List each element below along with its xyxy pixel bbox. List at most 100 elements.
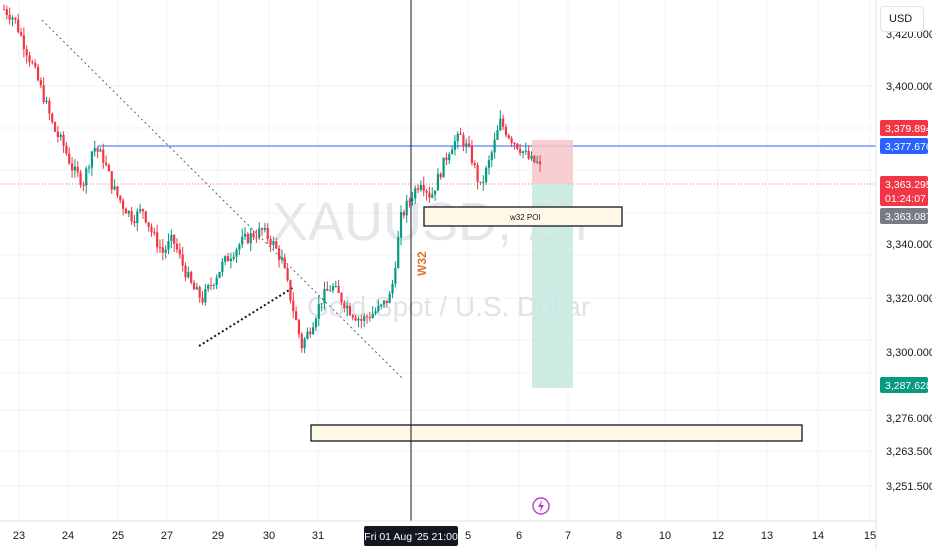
candle-body <box>187 272 190 278</box>
candle-body <box>399 212 403 238</box>
candle-body <box>533 155 536 163</box>
candle-body <box>510 138 513 143</box>
candle-body <box>258 228 261 238</box>
candle-body <box>167 241 170 250</box>
candle-body <box>198 287 201 298</box>
candle-body <box>243 233 247 237</box>
price-tick-label: 3,300.000 <box>886 347 932 359</box>
candle-body <box>334 285 337 287</box>
candle-body <box>119 195 122 201</box>
candle-body <box>107 164 111 172</box>
candle-body <box>144 211 147 223</box>
candle-body <box>104 162 108 165</box>
candle-body <box>507 135 510 139</box>
time-axis[interactable]: 23 24 25 27 29 30 31 5 6 7 8 10 12 13 14 15 Fri 01 Aug '… <box>13 526 876 546</box>
candle-body <box>215 277 218 285</box>
price-axis[interactable]: 3,400.000 3,340.000 3,320.000 3,300.000 3,27… <box>886 29 932 493</box>
price-tag-label: 3,377.676 <box>885 141 932 153</box>
candle-body <box>51 113 54 123</box>
candle-body <box>59 134 62 138</box>
candle-body <box>260 228 264 230</box>
candle-body <box>521 151 525 153</box>
candle-body <box>323 289 326 304</box>
candle-body <box>448 154 451 161</box>
crosshair-time-box <box>364 526 458 546</box>
time-tick-label: 25 <box>112 530 124 542</box>
candle-body <box>11 17 14 20</box>
candle-body <box>73 166 76 171</box>
candle-body <box>405 200 408 216</box>
price-tag-label: 3,363.087 <box>885 211 932 223</box>
candle-body <box>354 317 357 321</box>
grid <box>0 0 876 521</box>
candle-body <box>141 209 145 212</box>
candle-body <box>79 172 82 185</box>
candle-body <box>320 303 323 305</box>
candle-body <box>229 258 232 262</box>
alert-icon[interactable] <box>532 497 550 515</box>
candle-body <box>476 164 479 182</box>
price-tag <box>880 120 928 136</box>
candle-body <box>314 318 318 328</box>
candle-body <box>8 15 11 20</box>
candle-body <box>496 130 499 140</box>
candle-body <box>450 149 454 155</box>
candle-body <box>14 17 17 20</box>
candle-body <box>19 32 23 36</box>
candle-body <box>178 249 181 255</box>
candle-body <box>45 100 48 103</box>
candle-body <box>147 222 150 227</box>
candle-body <box>53 122 57 132</box>
candle-body <box>340 293 343 303</box>
candle-body <box>425 190 428 193</box>
currency-selector[interactable]: USD <box>880 6 924 32</box>
candle-body <box>286 268 289 281</box>
candle-body <box>391 283 394 294</box>
candle-body <box>42 85 45 103</box>
candle-body <box>504 126 508 136</box>
candle-body <box>5 9 8 16</box>
candles <box>2 4 542 354</box>
candle-body <box>170 234 173 242</box>
drawings: w32 POI W32 <box>0 19 876 442</box>
candle-body <box>527 150 530 159</box>
candle-body <box>357 318 360 321</box>
candle-body <box>306 331 309 339</box>
candle-body <box>431 194 434 198</box>
candle-body <box>48 100 51 114</box>
candle-body <box>479 181 482 183</box>
candle-body <box>473 163 476 165</box>
time-tick-label: 10 <box>659 530 671 542</box>
candle-body <box>519 148 522 153</box>
candle-body <box>173 234 176 244</box>
candle-body <box>439 173 442 178</box>
crosshair-time-label: Fri 01 Aug '25 21:00 <box>364 531 458 543</box>
candle-body <box>326 289 329 291</box>
candle-body <box>343 302 346 309</box>
candle-body <box>493 139 496 153</box>
candle-body <box>468 143 471 146</box>
candle-body <box>490 152 493 161</box>
candle-body <box>235 249 238 257</box>
candle-body <box>110 171 113 190</box>
time-tick-label: 29 <box>212 530 224 542</box>
price-tick-label: 3,276.000 <box>886 413 932 425</box>
candle-body <box>122 200 125 209</box>
candle-body <box>416 188 420 190</box>
candle-body <box>25 49 28 56</box>
candle-body <box>87 167 91 169</box>
candle-body <box>371 313 374 318</box>
candle-body <box>388 293 391 303</box>
candle-body <box>346 305 349 309</box>
candle-body <box>156 232 159 248</box>
poi-zone <box>423 206 623 227</box>
candle-body <box>433 190 437 195</box>
price-tick-label: 3,320.000 <box>886 293 932 305</box>
candle-body <box>22 35 25 50</box>
candle-body <box>348 305 352 316</box>
candle-body <box>82 184 85 186</box>
candle-body <box>277 248 281 260</box>
candle-body <box>201 297 204 303</box>
candle-body <box>113 186 116 190</box>
